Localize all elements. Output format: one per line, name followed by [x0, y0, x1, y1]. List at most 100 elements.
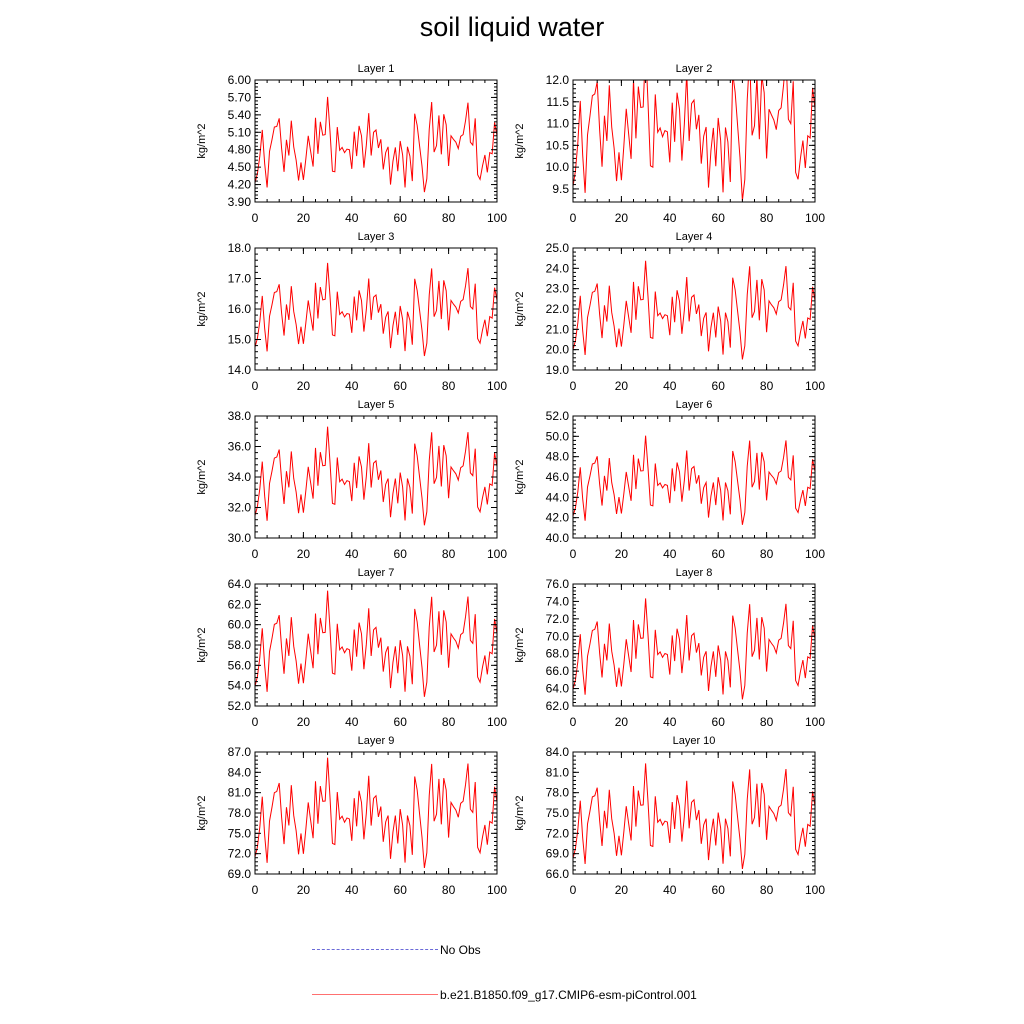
y-tick-label: 23.0	[546, 282, 570, 296]
plot-frame	[254, 583, 498, 707]
x-tick-label: 60	[394, 379, 408, 393]
chart-panel-3: Layer 3 kg/m^2 0 20 40 60 80 100 14.0 15.0 16.0 17.…	[196, 231, 507, 393]
y-tick-label: 5.10	[228, 125, 252, 139]
y-tick-label: 74.0	[546, 594, 570, 608]
y-tick-label: 72.0	[228, 847, 252, 861]
chart-title: Layer 5	[358, 399, 395, 411]
y-tick-label: 66.0	[546, 867, 570, 881]
y-tick-label: 6.00	[228, 73, 252, 87]
x-tick-label: 40	[345, 715, 359, 729]
x-tick-label: 100	[487, 883, 507, 897]
x-tick-label: 80	[760, 379, 774, 393]
y-tick-label: 64.0	[228, 577, 252, 591]
y-axis-label: kg/m^2	[514, 291, 526, 326]
x-tick-label: 80	[442, 547, 456, 561]
y-tick-label: 54.0	[228, 679, 252, 693]
x-tick-label: 100	[805, 547, 825, 561]
y-tick-label: 84.0	[228, 765, 252, 779]
chart-panel-5: Layer 5 kg/m^2 0 20 40 60 80 100 30.0 32.0 34.0 36.…	[196, 399, 507, 561]
y-tick-label: 3.90	[228, 195, 252, 209]
y-tick-label: 64.0	[546, 682, 570, 696]
y-tick-label: 76.0	[546, 577, 570, 591]
plot-frame	[572, 79, 816, 203]
x-tick-label: 0	[570, 547, 577, 561]
y-axis-label: kg/m^2	[514, 795, 526, 830]
y-tick-label: 69.0	[546, 847, 570, 861]
x-tick-label: 60	[712, 379, 726, 393]
series-line	[255, 262, 497, 357]
x-tick-label: 40	[663, 715, 677, 729]
x-tick-label: 0	[252, 211, 259, 225]
x-tick-label: 80	[760, 211, 774, 225]
y-tick-label: 5.70	[228, 90, 252, 104]
series-line	[573, 435, 815, 525]
y-axis-label: kg/m^2	[196, 627, 208, 662]
x-tick-label: 100	[487, 547, 507, 561]
x-tick-label: 60	[394, 211, 408, 225]
chart-title: Layer 1	[358, 63, 395, 75]
y-axis-label: kg/m^2	[514, 123, 526, 158]
x-tick-label: 0	[252, 715, 259, 729]
y-tick-label: 72.0	[546, 612, 570, 626]
y-tick-label: 4.50	[228, 160, 252, 174]
x-tick-label: 80	[760, 547, 774, 561]
x-tick-label: 80	[442, 883, 456, 897]
legend-swatch-dashed	[312, 949, 438, 950]
x-tick-label: 20	[297, 379, 311, 393]
x-tick-label: 20	[615, 547, 629, 561]
x-tick-label: 40	[345, 379, 359, 393]
plot-frame	[572, 583, 816, 707]
y-tick-label: 62.0	[228, 597, 252, 611]
chart-panel-8: Layer 8 kg/m^2 0 20 40 60 80 100 62.0 64.0 66.0 68.…	[514, 567, 825, 729]
y-tick-label: 17.0	[228, 272, 252, 286]
x-tick-label: 40	[345, 547, 359, 561]
y-tick-label: 52.0	[228, 699, 252, 713]
x-tick-label: 60	[394, 547, 408, 561]
x-tick-label: 100	[805, 883, 825, 897]
x-tick-label: 40	[663, 883, 677, 897]
y-tick-label: 10.0	[546, 160, 570, 174]
y-tick-label: 78.0	[546, 786, 570, 800]
series-line	[255, 426, 497, 526]
plot-frame	[254, 79, 498, 203]
chart-panel-1: Layer 1 kg/m^2 0 20 40 60 80 100 3.90 4.20 4.50 4.8…	[196, 63, 507, 225]
plot-frame	[572, 751, 816, 875]
plot-frame	[572, 415, 816, 539]
y-tick-label: 62.0	[546, 699, 570, 713]
x-tick-label: 100	[487, 715, 507, 729]
chart-panel-9: Layer 9 kg/m^2 0 20 40 60 80 100 69.0 72.0 75.0 78.…	[196, 735, 507, 897]
y-tick-label: 44.0	[546, 490, 570, 504]
x-tick-label: 60	[712, 883, 726, 897]
x-tick-label: 60	[394, 883, 408, 897]
series-line	[573, 598, 815, 700]
y-tick-label: 75.0	[228, 826, 252, 840]
y-tick-label: 18.0	[228, 241, 252, 255]
y-tick-label: 10.5	[546, 138, 570, 152]
x-tick-label: 20	[297, 715, 311, 729]
y-tick-label: 34.0	[228, 470, 252, 484]
chart-title: Layer 4	[676, 231, 713, 243]
y-tick-label: 81.0	[228, 786, 252, 800]
chart-panel-6: Layer 6 kg/m^2 0 20 40 60 80 100 40.0 42.0 44.0 46.…	[514, 399, 825, 561]
x-tick-label: 80	[442, 379, 456, 393]
x-tick-label: 0	[570, 883, 577, 897]
y-tick-label: 11.0	[547, 117, 570, 131]
y-tick-label: 11.5	[547, 95, 570, 109]
y-tick-label: 66.0	[546, 664, 570, 678]
y-tick-label: 87.0	[228, 745, 252, 759]
x-tick-label: 100	[805, 211, 825, 225]
chart-title: Layer 10	[673, 735, 716, 747]
y-axis-label: kg/m^2	[196, 291, 208, 326]
x-tick-label: 60	[712, 211, 726, 225]
y-tick-label: 24.0	[546, 261, 570, 275]
series-line	[255, 96, 497, 193]
x-tick-label: 20	[297, 547, 311, 561]
y-tick-label: 46.0	[546, 470, 570, 484]
x-tick-label: 20	[297, 883, 311, 897]
x-tick-label: 40	[345, 211, 359, 225]
y-axis-label: kg/m^2	[514, 459, 526, 494]
x-tick-label: 40	[663, 211, 677, 225]
legend-label-no-obs: No Obs	[440, 943, 481, 957]
x-tick-label: 80	[442, 715, 456, 729]
